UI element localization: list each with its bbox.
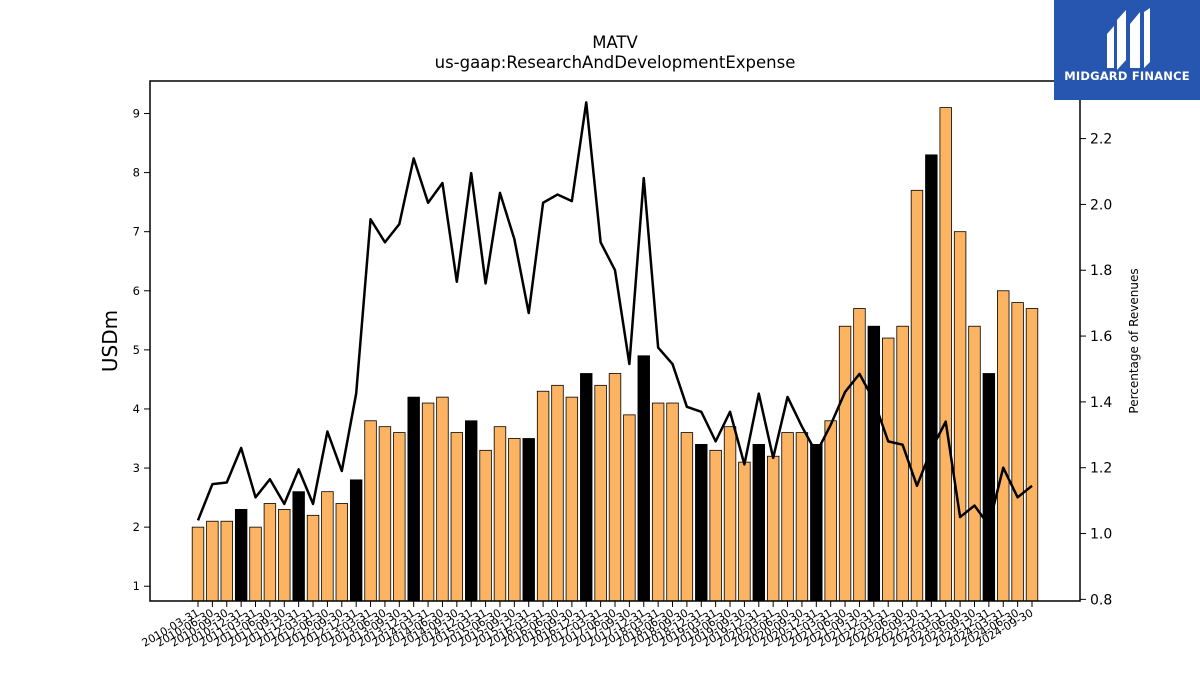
y-tick-label: 4 [133,402,140,416]
chart-subtitle: us-gaap:ResearchAndDevelopmentExpense [435,53,796,72]
percentage-line [196,101,1033,527]
bar-2017-06-30 [608,373,622,602]
y2-axis-label: Percentage of Revenues [1127,268,1141,413]
bar-2016-06-30 [551,384,564,602]
bar-2015-12-31 [522,438,535,602]
bar-2013-03-31 [364,420,377,602]
y2-tick-label: 1.2 [1090,461,1112,477]
y2-tick-label: 1.8 [1090,263,1112,279]
bar-2012-06-30 [321,491,334,602]
logo-text: MIDGARD FINANCE [1064,69,1190,83]
midgard-finance-logo: MIDGARD FINANCE [1054,0,1200,100]
bar-2017-03-31 [594,384,607,602]
y2-tick-label: 2.2 [1090,132,1112,148]
bar-2020-03-31 [766,455,780,602]
bar-2022-12-31 [925,154,938,602]
bar-2010-06-30 [206,520,219,602]
bar-2014-06-30 [436,396,449,602]
bar-2020-06-30 [781,432,794,602]
bar-2013-09-30 [393,432,406,602]
bar-2011-06-30 [263,503,277,602]
y2-tick-label: 2.0 [1090,197,1112,213]
x-axis: 2010-03-312010-06-302010-09-302010-12-31… [140,601,1036,650]
bar-2020-12-31 [810,444,823,602]
y-axis-right: 0.8 1.0 1.2 1.4 1.6 1.8 2.0 2.2 [1080,132,1112,608]
bar-2019-09-30 [738,461,751,602]
bar-2021-03-31 [824,420,837,602]
bar-2011-12-31 [292,491,305,602]
bar-2023-09-30 [968,325,981,602]
bar-2019-03-31 [709,449,722,602]
bar-2022-06-30 [896,325,909,602]
bar-2019-06-30 [723,426,737,602]
bar-2018-03-31 [651,402,665,602]
bar-2012-12-31 [349,479,363,602]
bar-2023-12-31 [982,373,996,602]
y2-tick-label: 0.8 [1090,592,1112,608]
y-tick-label: 7 [133,225,140,239]
bar-2022-09-30 [910,189,924,602]
bar-2023-06-30 [953,231,967,602]
chart-title: MATV [592,33,638,52]
bar-2019-12-31 [752,444,765,602]
y-tick-label: 6 [133,284,140,298]
midgard-m-icon [1107,8,1150,70]
bar-2021-09-30 [853,308,866,602]
bar-2011-03-31 [249,526,262,602]
bar-2011-09-30 [278,509,291,602]
bar-2010-09-30 [220,520,233,602]
bar-2010-12-31 [234,509,248,602]
y-tick-label: 5 [133,343,140,357]
y-axis-left: 1 2 3 4 5 6 7 8 9 [133,107,150,593]
bar-2018-06-30 [666,402,679,602]
bar-2020-09-30 [795,432,809,602]
y-tick-label: 8 [133,166,140,180]
bar-2018-09-30 [680,432,694,602]
bar-2015-06-30 [493,426,507,602]
bar-2015-09-30 [508,438,521,602]
y-tick-label: 2 [133,520,140,534]
y-tick-label: 1 [133,579,140,593]
bar-2024-06-30 [1011,302,1024,602]
bar-2024-03-31 [997,290,1010,602]
bar-2018-12-31 [695,444,708,602]
bar-series [191,107,1039,602]
y-tick-label: 9 [133,107,140,121]
bar-2024-09-30 [1025,308,1039,602]
bar-2010-03-31 [191,526,205,602]
bar-2017-12-31 [637,355,650,602]
bar-2016-03-31 [536,390,550,602]
bar-2015-03-31 [479,449,492,602]
bar-2013-12-31 [407,396,420,602]
bar-2014-09-30 [450,432,464,602]
bar-2016-09-30 [565,396,579,602]
bar-2014-12-31 [465,420,478,602]
y2-tick-label: 1.6 [1090,329,1112,345]
bar-2016-12-31 [580,373,593,602]
y-tick-label: 3 [133,461,140,475]
bar-2022-03-31 [882,337,895,602]
bar-2021-06-30 [838,325,852,602]
y2-tick-label: 1.4 [1090,395,1112,411]
bar-2023-03-31 [939,107,952,602]
bar-2021-12-31 [867,325,881,602]
bar-2012-09-30 [335,503,348,602]
y2-tick-label: 1.0 [1090,527,1112,543]
y-axis-label: USDm [98,310,122,372]
bar-2012-03-31 [306,514,320,602]
bar-2017-09-30 [623,414,636,602]
bar-2013-06-30 [378,426,392,602]
bar-2014-03-31 [421,402,435,602]
